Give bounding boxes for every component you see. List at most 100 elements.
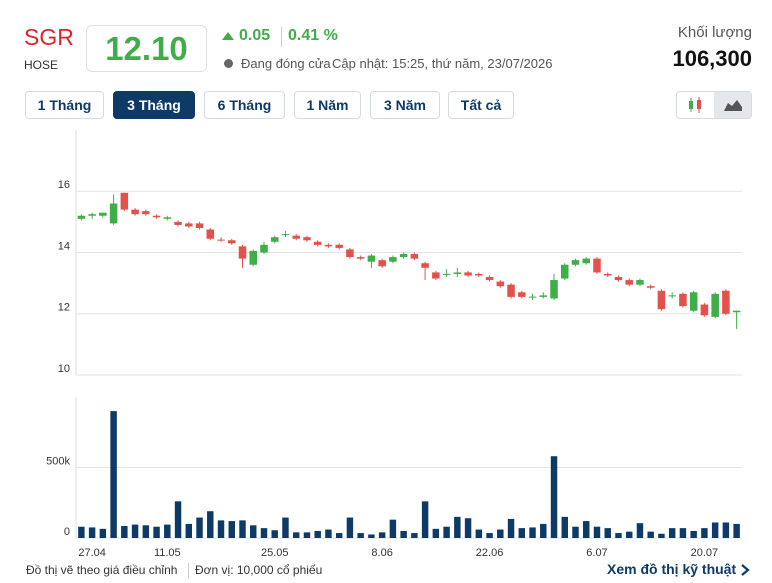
volume-bar bbox=[583, 521, 590, 538]
volume-bar bbox=[529, 527, 536, 538]
volume-bar bbox=[604, 528, 611, 538]
candle-body bbox=[518, 292, 526, 297]
candle-body bbox=[442, 273, 451, 275]
range-tab[interactable]: 3 Tháng bbox=[113, 91, 195, 119]
volume-bar bbox=[701, 528, 708, 538]
candle-body bbox=[367, 255, 376, 262]
candle-body bbox=[550, 280, 558, 299]
volume-bar bbox=[357, 533, 364, 538]
candle-body bbox=[636, 280, 644, 285]
range-tab[interactable]: Tất cả bbox=[448, 91, 514, 119]
volume-bar bbox=[497, 529, 504, 538]
status-dot bbox=[224, 59, 233, 68]
volume-bar bbox=[185, 523, 193, 538]
volume-bar bbox=[507, 518, 515, 538]
volume-bar bbox=[518, 528, 526, 538]
range-tab[interactable]: 1 Tháng bbox=[25, 91, 104, 119]
separator bbox=[188, 563, 189, 579]
technical-link[interactable]: Xem đồ thị kỹ thuật bbox=[607, 561, 737, 577]
chevron bbox=[741, 564, 750, 576]
candle-body bbox=[249, 250, 258, 265]
candle-body bbox=[711, 293, 719, 317]
volume-bar bbox=[625, 531, 633, 538]
candle-body bbox=[88, 214, 96, 216]
candle-body bbox=[593, 258, 601, 273]
volume-bar bbox=[196, 517, 203, 538]
chart-mode-toggle[interactable] bbox=[676, 91, 752, 119]
candle-body bbox=[227, 240, 236, 244]
volume-bar bbox=[690, 530, 697, 538]
candle-body bbox=[195, 223, 204, 228]
volume-bar bbox=[679, 528, 687, 538]
volume-bar bbox=[615, 533, 622, 538]
candle-body bbox=[464, 272, 472, 276]
volume-bar bbox=[250, 525, 257, 538]
candle-body bbox=[324, 244, 333, 247]
symbol: SGR bbox=[24, 24, 74, 50]
candle-body bbox=[389, 257, 397, 262]
candle-body bbox=[646, 286, 655, 288]
candle-body bbox=[238, 246, 247, 259]
volume-bar bbox=[733, 523, 740, 538]
candle-body bbox=[614, 277, 623, 281]
range-tab[interactable]: 3 Năm bbox=[370, 91, 440, 119]
candle-body bbox=[313, 241, 322, 245]
candle-body bbox=[378, 260, 386, 267]
volume-bar bbox=[389, 519, 397, 538]
y-tick-label: 500k bbox=[46, 455, 70, 467]
footer-unit: Đơn vị: 10,000 cổ phiếu bbox=[195, 563, 323, 577]
volume-bar bbox=[271, 530, 278, 538]
candle-body bbox=[131, 209, 139, 215]
up-arrow bbox=[222, 32, 234, 40]
candle-body bbox=[120, 192, 129, 210]
volume-bar bbox=[722, 522, 730, 538]
volume-bar bbox=[464, 518, 472, 538]
candle-body bbox=[475, 273, 483, 276]
volume-bar bbox=[432, 528, 440, 538]
volume-bar bbox=[121, 526, 128, 538]
candle-body bbox=[722, 290, 730, 314]
candle-body bbox=[270, 237, 279, 242]
volume-bar bbox=[78, 526, 85, 538]
volume-bar bbox=[153, 526, 160, 538]
candle-body bbox=[109, 203, 118, 224]
candle-body bbox=[174, 221, 182, 225]
candle-body bbox=[689, 292, 698, 311]
candle-body bbox=[410, 254, 419, 259]
volume-bar bbox=[593, 526, 601, 538]
candle-body bbox=[453, 272, 462, 274]
y-tick-label: 10 bbox=[58, 363, 70, 375]
volume-bar bbox=[292, 532, 300, 538]
volume-bar bbox=[346, 517, 354, 538]
volume: 106,300 bbox=[672, 46, 752, 71]
candle-body bbox=[185, 223, 193, 227]
candle-body bbox=[528, 296, 537, 298]
x-tick-label: 27.04 bbox=[78, 547, 106, 557]
volume-bar bbox=[314, 530, 321, 538]
candle-body bbox=[582, 258, 591, 264]
x-tick-label: 25.05 bbox=[261, 547, 289, 557]
candle-body bbox=[260, 244, 268, 253]
candle-body bbox=[99, 212, 107, 216]
volume-bar bbox=[400, 530, 407, 538]
candle-body bbox=[399, 254, 408, 258]
volume-bar bbox=[335, 533, 343, 538]
y-tick-label: 12 bbox=[58, 302, 70, 314]
volume-bar bbox=[325, 529, 332, 538]
volume-bar bbox=[454, 516, 461, 538]
candle-body bbox=[163, 217, 172, 219]
candle-body bbox=[732, 310, 741, 313]
volume-bar bbox=[164, 524, 171, 538]
range-tab[interactable]: 6 Tháng bbox=[204, 91, 285, 119]
range-tab[interactable]: 1 Năm bbox=[294, 91, 361, 119]
volume-bar bbox=[636, 523, 644, 538]
candle-body bbox=[217, 239, 225, 241]
x-tick-label: 20.07 bbox=[691, 547, 719, 557]
volume-bar bbox=[411, 533, 418, 538]
volume-bar bbox=[540, 523, 547, 538]
candle-body bbox=[560, 264, 569, 279]
candle-body bbox=[485, 277, 494, 281]
candle-body bbox=[679, 293, 687, 307]
candle-body bbox=[539, 295, 548, 297]
